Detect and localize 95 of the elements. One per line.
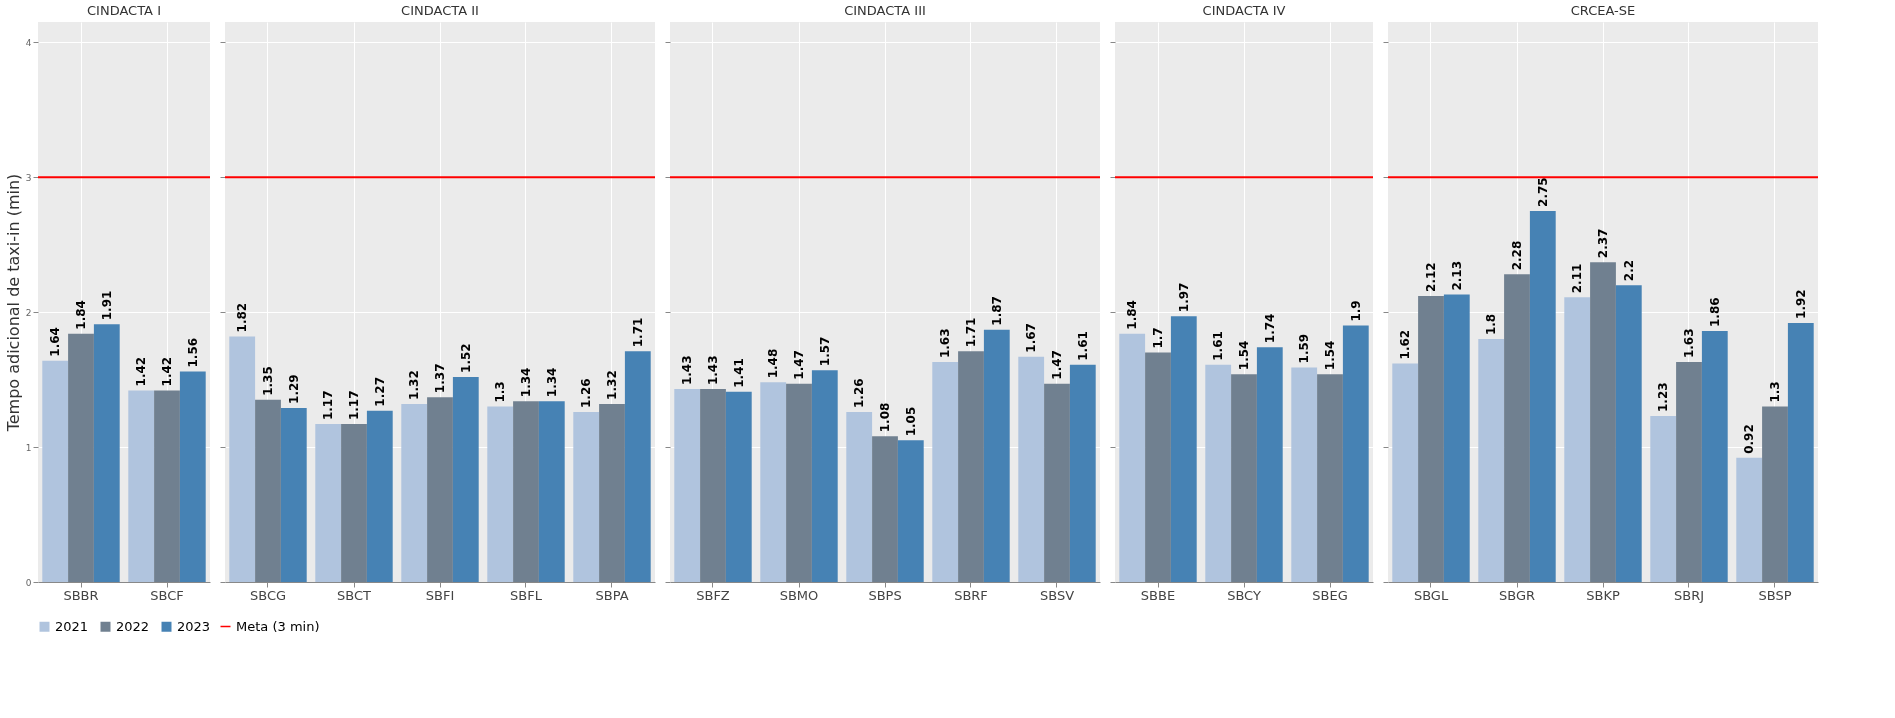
data-label: 0.92: [1742, 424, 1757, 454]
data-label: 1.34: [544, 367, 559, 398]
x-tick-label: SBCT: [337, 587, 372, 603]
data-label: 1.32: [605, 370, 619, 400]
data-label: 1.82: [235, 302, 250, 333]
chart-title: CINDACTA III: [844, 3, 926, 18]
data-label: 1.63: [1682, 328, 1696, 359]
data-label: 1.62: [1398, 329, 1413, 360]
legend-label: Meta (3 min): [236, 618, 320, 634]
x-tick-label: SBBR: [63, 587, 99, 603]
data-label: 2.11: [1570, 263, 1585, 294]
x-tick-label: SBPA: [595, 587, 629, 603]
data-label: 1.74: [1262, 313, 1277, 344]
x-tick-label: SBBE: [1140, 587, 1176, 603]
data-label: 1.57: [817, 336, 832, 367]
data-label: 1.84: [74, 300, 88, 330]
data-label: 1.3: [1768, 381, 1782, 403]
data-label: 1.17: [347, 390, 361, 421]
x-tick-label: SBRJ: [1673, 587, 1705, 603]
x-tick-label: SBKP: [1586, 587, 1620, 603]
data-label: 1.61: [1075, 331, 1090, 361]
data-label: 1.41: [731, 358, 746, 388]
data-label: 1.87: [989, 296, 1004, 326]
x-tick-label: SBCF: [150, 587, 184, 603]
y-axis-title: Tempo adicional de taxi-in (min): [3, 173, 23, 433]
data-label: 1.05: [903, 406, 918, 437]
x-tick-label: SBRF: [954, 587, 988, 603]
data-label: 1.47: [1050, 350, 1064, 380]
data-label: 1.71: [630, 317, 645, 348]
legend-label: 2023: [177, 618, 211, 634]
x-tick-label: SBFI: [425, 587, 455, 603]
data-label: 1.8: [1484, 313, 1499, 336]
data-label: 2.37: [1596, 228, 1610, 259]
data-label: 1.61: [1211, 331, 1226, 361]
data-label: 1.86: [1707, 297, 1722, 328]
data-label: 1.43: [706, 355, 720, 386]
data-label: 1.48: [766, 348, 781, 379]
x-tick-label: SBCY: [1227, 587, 1261, 603]
x-tick-label: SBMO: [779, 587, 819, 603]
x-tick-label: SBFZ: [696, 587, 730, 603]
x-tick-label: SBGR: [1498, 587, 1536, 603]
y-tick-label: 4: [25, 37, 32, 48]
data-label: 1.37: [433, 363, 447, 394]
y-tick-label: 2: [25, 307, 32, 318]
data-label: 1.08: [878, 402, 892, 433]
chart-title: CINDACTA I: [87, 3, 161, 18]
data-label: 1.63: [938, 328, 953, 359]
data-label: 1.52: [458, 343, 473, 373]
data-label: 1.91: [99, 290, 114, 321]
data-label: 1.32: [407, 370, 422, 400]
data-label: 1.27: [372, 377, 387, 407]
data-label: 1.47: [792, 350, 806, 380]
data-label: 1.71: [964, 317, 978, 348]
data-label: 1.54: [1237, 340, 1251, 371]
data-label: 1.35: [261, 366, 275, 396]
chart-title: CRCEA-SE: [1570, 3, 1636, 18]
data-label: 1.26: [852, 378, 867, 408]
data-label: 1.9: [1348, 300, 1363, 322]
data-label: 1.42: [134, 356, 149, 387]
x-tick-label: SBFL: [510, 587, 543, 603]
data-label: 1.17: [321, 390, 336, 421]
data-label: 2.28: [1510, 240, 1524, 271]
x-tick-label: SBGL: [1413, 587, 1449, 603]
data-label: 2.2: [1621, 259, 1636, 282]
data-label: 1.42: [160, 356, 174, 387]
chart-title: CINDACTA II: [401, 3, 479, 18]
data-label: 1.3: [493, 381, 508, 403]
legend-label: 2021: [55, 618, 89, 634]
y-tick-label: 3: [25, 172, 32, 183]
y-tick-label: 0: [25, 577, 32, 588]
data-label: 2.12: [1424, 262, 1438, 292]
data-label: 1.97: [1176, 282, 1191, 313]
data-label: 1.64: [48, 327, 63, 357]
x-tick-label: SBSP: [1758, 587, 1792, 603]
legend-label: 2022: [116, 618, 150, 634]
data-label: 1.43: [680, 355, 695, 386]
x-tick-label: SBSV: [1039, 587, 1075, 603]
data-label: 1.92: [1793, 289, 1808, 319]
data-label: 1.67: [1024, 323, 1039, 353]
data-label: 1.26: [579, 378, 594, 408]
data-label: 1.23: [1656, 382, 1671, 413]
x-tick-label: SBCG: [249, 587, 287, 603]
data-label: 1.54: [1323, 340, 1337, 371]
data-label: 1.29: [286, 374, 301, 404]
data-label: 1.7: [1151, 327, 1165, 349]
data-label: 1.84: [1125, 300, 1140, 330]
data-label: 1.34: [519, 367, 533, 398]
data-label: 2.75: [1535, 177, 1550, 207]
data-label: 1.56: [185, 337, 200, 368]
y-tick-label: 1: [25, 442, 32, 453]
data-label: 1.59: [1297, 333, 1312, 364]
x-tick-label: SBEG: [1312, 587, 1348, 603]
chart-title: CINDACTA IV: [1202, 3, 1286, 18]
x-tick-label: SBPS: [868, 587, 902, 603]
data-label: 2.13: [1449, 260, 1464, 291]
